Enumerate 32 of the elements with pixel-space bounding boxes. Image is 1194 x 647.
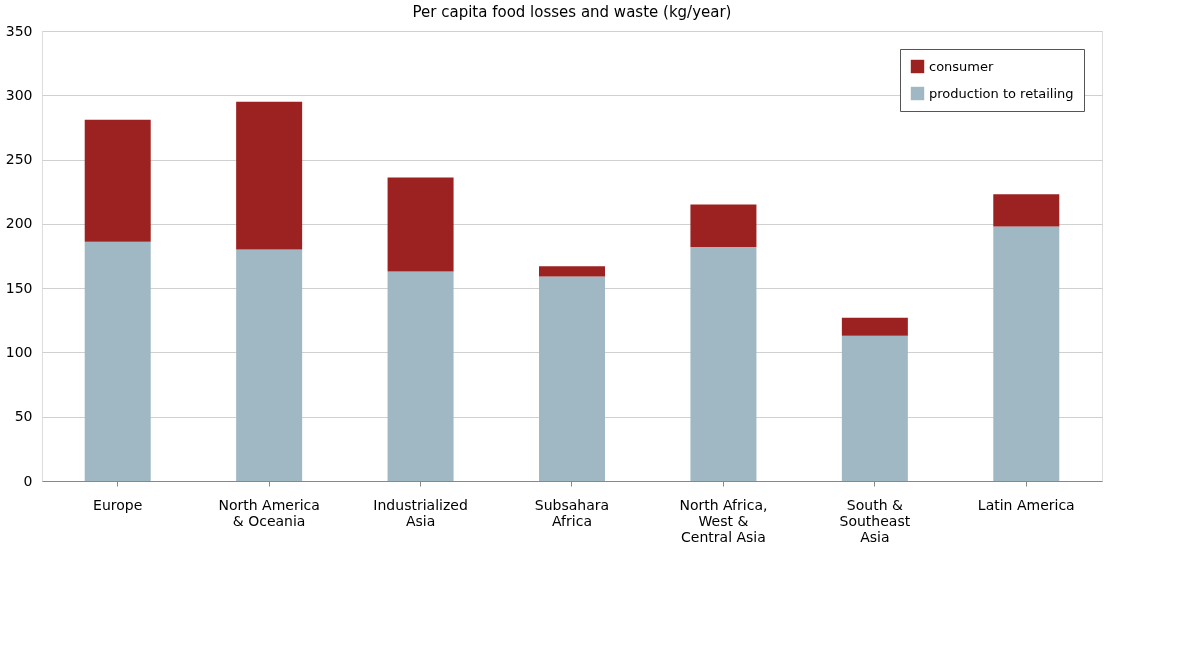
x-tick-label: Latin America xyxy=(977,496,1075,513)
bar xyxy=(84,119,151,242)
bar xyxy=(841,317,908,336)
y-tick-label: 150 xyxy=(5,279,33,296)
bar xyxy=(841,335,908,481)
y-tick-label: 350 xyxy=(5,22,33,39)
bar xyxy=(236,101,303,250)
chart-title: Per capita food losses and waste (kg/year) xyxy=(412,3,732,21)
bar xyxy=(993,194,1060,227)
bar xyxy=(539,266,605,277)
y-tick-label: 0 xyxy=(23,472,33,489)
x-tick-label: South & Southeast Asia xyxy=(839,496,911,545)
y-tick-label: 100 xyxy=(5,343,33,360)
bar xyxy=(690,204,757,247)
legend-label: production to retailing xyxy=(929,85,1074,101)
bar xyxy=(387,271,454,481)
x-tick-label: Subsahara Africa xyxy=(534,496,610,529)
y-tick-label: 200 xyxy=(5,215,33,232)
x-tick-label: North Africa, West & Central Asia xyxy=(679,496,768,545)
bar xyxy=(690,247,757,481)
y-tick-label: 50 xyxy=(14,408,33,425)
bar xyxy=(387,177,454,272)
bar xyxy=(236,249,303,481)
legend-label: consumer xyxy=(929,58,995,74)
x-tick-label: Europe xyxy=(93,496,143,513)
bar xyxy=(539,276,605,481)
bar xyxy=(993,226,1060,481)
y-tick-label: 300 xyxy=(5,86,33,103)
bar xyxy=(84,241,151,481)
y-tick-label: 250 xyxy=(5,151,33,168)
x-tick-label: Industrialized Asia xyxy=(373,496,468,529)
x-tick-label: North America & Oceania xyxy=(218,496,320,529)
